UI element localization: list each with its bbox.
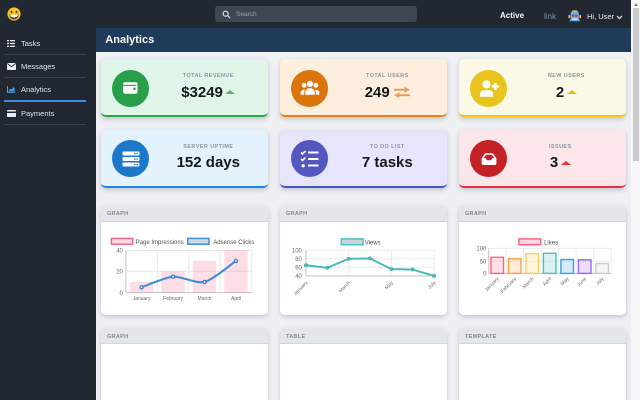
svg-text:Adsense Clicks: Adsense Clicks (213, 240, 254, 246)
svg-text:March: March (522, 276, 536, 290)
svg-text:Page Impressions: Page Impressions (136, 240, 184, 246)
svg-text:February: February (163, 296, 184, 302)
svg-text:40: 40 (117, 248, 124, 254)
svg-text:January: January (133, 296, 151, 302)
svg-text:April: April (542, 276, 553, 287)
svg-text:July: July (427, 280, 438, 291)
svg-text:100: 100 (477, 246, 488, 252)
svg-text:February: February (500, 276, 519, 295)
svg-text:May: May (384, 280, 395, 291)
svg-text:March: March (198, 296, 212, 302)
svg-text:March: March (338, 280, 352, 294)
svg-text:July: July (595, 276, 606, 287)
svg-text:50: 50 (480, 259, 487, 265)
svg-text:100: 100 (292, 248, 303, 254)
svg-text:January: January (484, 276, 501, 293)
svg-text:20: 20 (117, 269, 124, 275)
svg-text:40: 40 (296, 274, 303, 280)
svg-text:April: April (231, 296, 241, 302)
svg-text:May: May (560, 276, 571, 287)
svg-text:0: 0 (120, 291, 124, 297)
svg-text:Likes: Likes (544, 240, 558, 246)
svg-text:80: 80 (296, 257, 303, 263)
svg-text:60: 60 (296, 265, 303, 271)
svg-text:June: June (577, 276, 589, 288)
svg-text:January: January (293, 280, 310, 297)
svg-text:0: 0 (483, 271, 487, 277)
svg-text:Views: Views (365, 240, 381, 246)
